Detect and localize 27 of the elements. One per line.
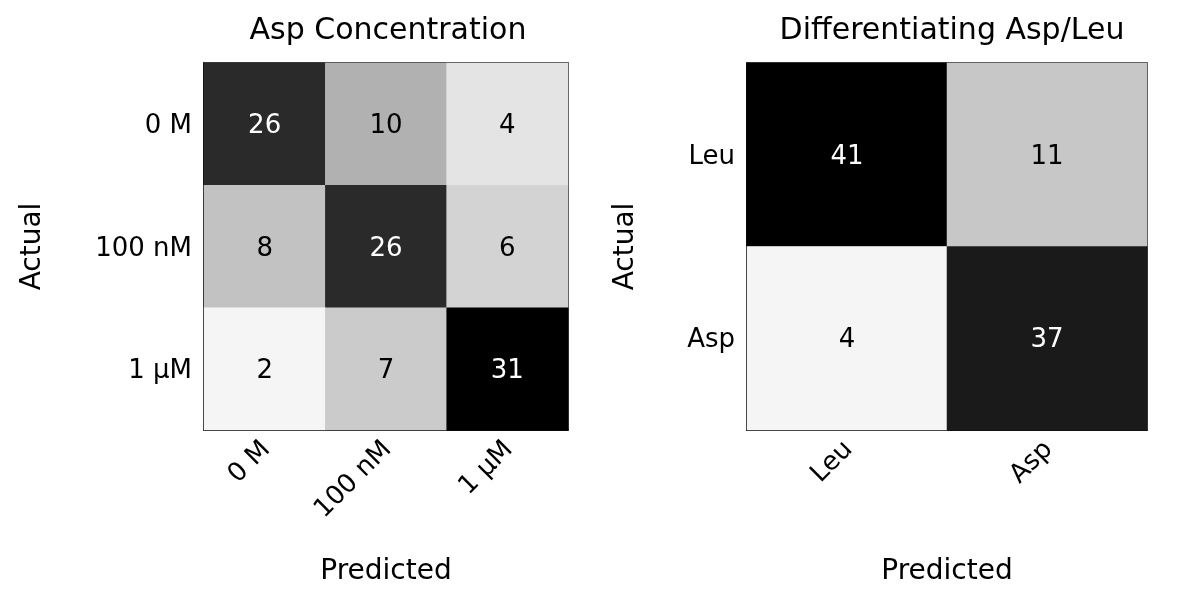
data-label: 11 <box>1030 139 1064 170</box>
data-label: 7 <box>377 353 395 384</box>
data-label: 10 <box>369 109 403 140</box>
y-tick-label: 1 μM <box>128 353 192 384</box>
x-axis-title: Predicted <box>881 552 1013 586</box>
chart-title: Asp Concentration <box>249 10 527 46</box>
data-label: 26 <box>248 109 282 140</box>
data-label: 2 <box>256 353 273 384</box>
x-tick-label: 100 nM <box>306 433 397 524</box>
data-label: 4 <box>838 323 856 354</box>
x-tick-label: Asp <box>1002 433 1058 489</box>
x-axis-title: Predicted <box>320 552 452 586</box>
data-label: 41 <box>830 139 864 170</box>
data-label: 8 <box>256 231 273 262</box>
data-label: 6 <box>499 231 516 262</box>
y-axis-title: Actual <box>13 202 47 291</box>
chart-title: Differentiating Asp/Leu <box>779 10 1125 46</box>
data-label: 31 <box>490 353 524 384</box>
x-tick-label: Leu <box>803 433 858 488</box>
data-label: 37 <box>1030 323 1064 354</box>
x-tick-label: 1 μM <box>451 433 518 500</box>
y-tick-label: 100 nM <box>95 231 192 262</box>
data-label: 26 <box>369 231 403 262</box>
y-axis-title: Actual <box>606 202 640 291</box>
x-tick-label: 0 M <box>220 433 276 488</box>
data-label: 4 <box>499 109 516 140</box>
y-tick-label: 0 M <box>144 109 192 140</box>
